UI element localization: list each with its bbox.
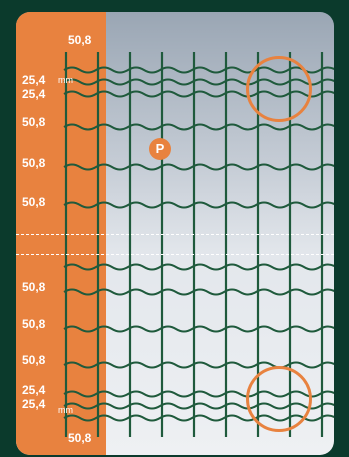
highlight-circle-top <box>246 56 312 122</box>
horizontal-wire <box>63 288 334 296</box>
horizontal-wire <box>63 163 334 171</box>
horizontal-wire <box>63 361 334 369</box>
product-badge: P <box>149 138 171 160</box>
dim-label-25c: 25,4 <box>22 383 46 397</box>
horizontal-wire <box>63 263 334 271</box>
unit-mm-top: mm <box>58 75 73 85</box>
dim-label-row2: 50,8 <box>22 156 46 170</box>
dim-label-top: 50,8 <box>68 33 92 47</box>
horizontal-wire <box>63 123 334 131</box>
dim-label-row1: 50,8 <box>22 115 46 129</box>
dim-label-25a: 25,4 <box>22 73 46 87</box>
unit-mm-bottom: mm <box>58 405 73 415</box>
mesh-panel: 50,8 25,4 mm 25,4 50,8 50,8 50,8 50,8 50… <box>16 12 334 455</box>
dim-label-row4: 50,8 <box>22 280 46 294</box>
highlight-circle-bottom <box>246 366 312 432</box>
dim-label-25b: 25,4 <box>22 87 46 101</box>
dimension-strip <box>16 12 106 455</box>
dim-label-row5: 50,8 <box>22 317 46 331</box>
divider-bottom <box>16 254 334 255</box>
dim-label-row3: 50,8 <box>22 195 46 209</box>
dim-label-25d: 25,4 <box>22 397 46 411</box>
divider-top <box>16 234 334 235</box>
horizontal-wire <box>63 201 334 209</box>
dim-label-row6: 50,8 <box>22 353 46 367</box>
horizontal-wire <box>63 325 334 333</box>
dim-label-bottom: 50,8 <box>68 431 92 445</box>
